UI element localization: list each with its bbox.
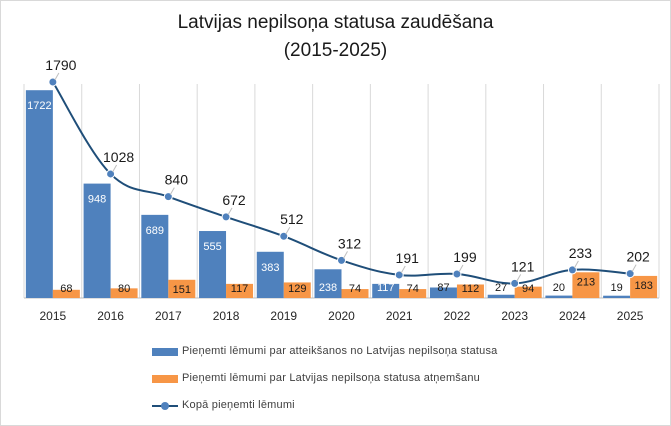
x-tick-label: 2016 [97,309,124,323]
x-tick-label: 2017 [155,309,182,323]
legend-label: Pieņemti lēmumi par Latvijas nepilsoņa s… [182,372,480,384]
x-tick-label: 2024 [559,309,586,323]
bar-orange [283,282,311,298]
bar-orange [110,288,138,298]
bar-blue-value-label: 87 [437,282,449,294]
bar-orange [168,279,196,298]
bar-blue [372,283,400,298]
line-value-label: 1028 [103,149,134,165]
bar-blue-value-label: 238 [319,282,337,294]
legend-swatch-blue [152,348,178,356]
bar-blue [256,251,284,298]
bar-orange-value-label: 68 [60,283,72,295]
bar-orange-value-label: 129 [288,283,306,295]
bar-blue [141,214,169,298]
bar-orange-value-label: 183 [634,280,652,292]
bar-orange-value-label: 213 [577,276,595,288]
leader-line [631,264,637,272]
x-tick-label: 2023 [501,309,528,323]
leader-line [169,187,175,195]
bar-blue-value-label: 19 [611,282,623,294]
legend-marker-icon [161,402,169,410]
bar-orange-value-label: 112 [462,283,480,295]
x-tick-label: 2015 [40,309,67,323]
bar-orange-value-label: 80 [118,283,130,295]
bar-blue-value-label: 20 [553,282,565,294]
x-tick-label: 2025 [617,309,644,323]
bar-orange-value-label: 94 [522,283,534,295]
bar-blue-value-label: 689 [146,225,164,237]
line-value-label: 840 [165,172,189,188]
bar-orange [456,284,484,298]
x-tick-label: 2020 [328,309,355,323]
line-value-label: 199 [453,249,477,265]
bar-blue-value-label: 1722 [27,100,51,112]
bar-orange-value-label: 74 [407,283,419,295]
bar-blue [429,287,457,298]
leader-line [573,260,579,269]
x-tick-label: 2021 [386,309,413,323]
bar-blue-value-label: 948 [88,194,106,206]
bar-blue-value-label: 27 [495,282,507,294]
bar-orange [572,272,600,298]
legend-swatch-orange [152,375,178,383]
bar-orange [399,289,427,298]
bar-orange [630,275,658,298]
x-tick-label: 2022 [444,309,471,323]
chart-title: Latvijas nepilsoņa statusa zaudēšana [177,12,494,33]
legend-label: Kopā pieņemti lēmumi [182,399,295,411]
bar-orange [52,289,80,298]
x-tick-label: 2019 [270,309,297,323]
line-value-label: 312 [338,235,362,251]
bar-orange-value-label: 117 [231,283,249,295]
line-value-label: 121 [511,258,535,274]
bar-blue-value-label: 383 [261,262,279,274]
bar-blue [314,269,342,298]
leader-line [343,251,348,259]
leader-line [400,265,406,274]
line-value-label: 191 [396,250,420,266]
legend-label: Pieņemti lēmumi par atteikšanos no Latvi… [182,345,498,357]
series-line-total [52,81,631,285]
bar-blue [25,90,53,298]
bar-orange [341,289,369,298]
leader-line [285,226,291,235]
leader-line [112,164,118,173]
bar-blue-value-label: 555 [203,241,221,253]
bar-blue-value-label: 117 [377,282,395,294]
bar-orange-value-label: 74 [349,283,361,295]
line-value-label: 672 [222,192,246,208]
leader-line [458,264,464,273]
bar-blue [603,295,631,298]
leader-line [516,274,522,282]
leader-line [227,207,233,216]
line-value-label: 233 [569,245,593,261]
bar-blue [199,231,227,298]
line-value-label: 202 [626,249,650,265]
bar-orange [514,286,542,298]
bar-blue [487,294,515,298]
bar-orange-value-label: 151 [173,284,191,296]
line-value-label: 1790 [45,57,76,73]
bar-orange [226,283,254,298]
bar-blue [545,295,573,298]
leader-line [54,72,60,81]
x-tick-label: 2018 [213,309,240,323]
chart-subtitle: (2015-2025) [283,40,388,61]
bar-blue [83,183,111,298]
line-value-label: 512 [280,211,304,227]
